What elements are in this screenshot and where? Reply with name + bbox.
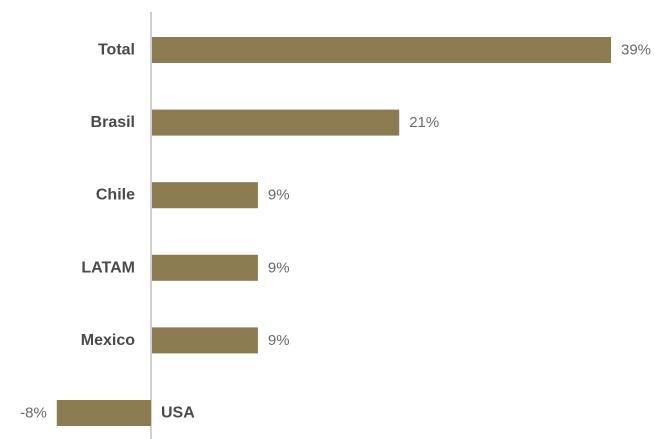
bar-latam bbox=[152, 254, 258, 281]
bar-brasil bbox=[152, 109, 400, 136]
value-labels-group: 39% 21% 9% 9% 9% -8% bbox=[20, 42, 651, 422]
value-label-chile: 9% bbox=[268, 187, 290, 204]
category-label-usa: USA bbox=[161, 405, 195, 422]
category-label-brasil: Brasil bbox=[91, 114, 135, 131]
bar-mexico bbox=[152, 327, 258, 354]
bar-total bbox=[152, 37, 611, 63]
value-label-usa: -8% bbox=[20, 405, 47, 422]
value-label-brasil: 21% bbox=[409, 114, 439, 131]
category-labels-group: Total Brasil Chile LATAM Mexico USA bbox=[81, 42, 195, 422]
bar-usa bbox=[56, 400, 151, 426]
category-label-mexico: Mexico bbox=[81, 332, 135, 349]
bar-chile bbox=[152, 182, 258, 209]
value-label-latam: 9% bbox=[268, 259, 290, 276]
value-label-mexico: 9% bbox=[268, 332, 290, 349]
category-label-chile: Chile bbox=[96, 187, 135, 204]
category-label-total: Total bbox=[98, 42, 135, 59]
category-label-latam: LATAM bbox=[81, 259, 135, 276]
value-label-total: 39% bbox=[621, 42, 651, 59]
bars-group bbox=[56, 37, 611, 426]
